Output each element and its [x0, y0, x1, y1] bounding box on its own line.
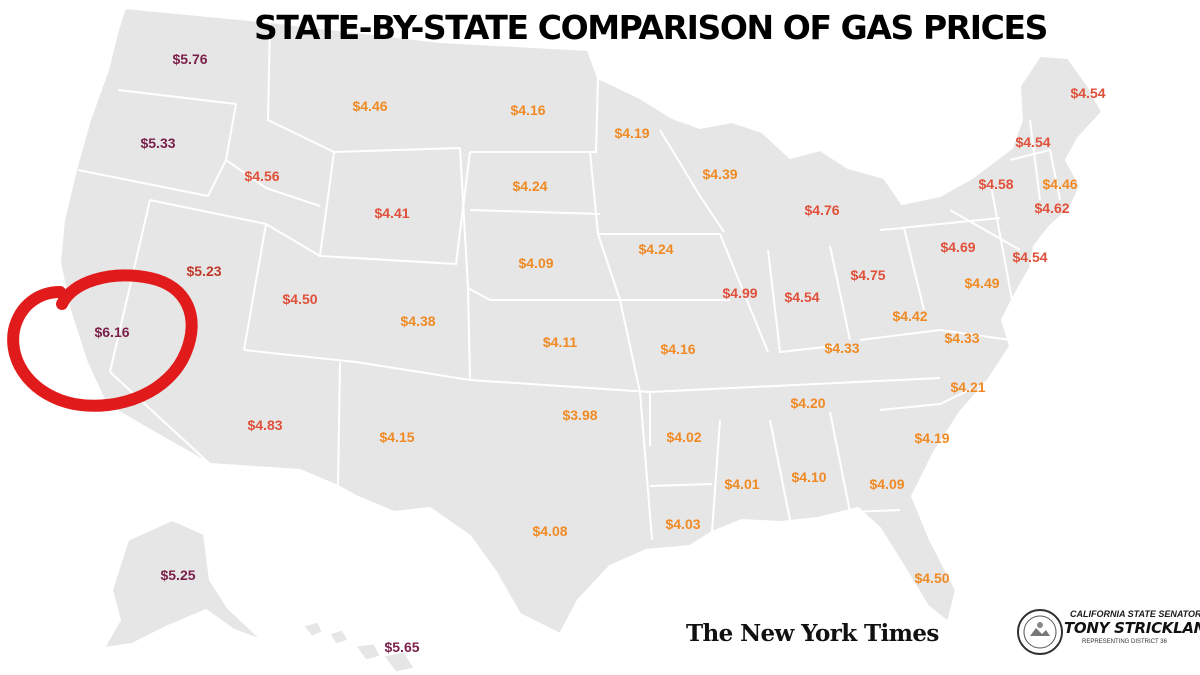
price-label-california: $6.16	[94, 324, 130, 340]
price-label-utah: $4.50	[282, 291, 318, 307]
price-label-arkansas: $4.02	[666, 429, 702, 445]
price-label-south-carolina: $4.19	[914, 430, 950, 446]
price-label-nebraska: $4.09	[518, 255, 554, 271]
price-label-texas: $4.08	[532, 523, 568, 539]
senator-badge: CALIFORNIA STATE SENATOR TONY STRICKLAND…	[1014, 608, 1200, 662]
senator-district: REPRESENTING DISTRICT 36	[1082, 639, 1167, 645]
price-label-iowa: $4.24	[638, 241, 674, 257]
price-label-hawaii: $5.65	[384, 639, 420, 655]
price-label-vermont: $4.58	[978, 176, 1014, 192]
price-label-massachusetts: $4.46	[1042, 176, 1078, 192]
price-label-mississippi: $4.01	[724, 476, 760, 492]
price-label-new-york: $4.54	[1015, 134, 1051, 150]
price-label-washington: $5.76	[172, 51, 208, 67]
price-label-north-carolina: $4.21	[950, 379, 986, 395]
price-label-north-dakota: $4.16	[510, 102, 546, 118]
contiguous-us-landmass	[58, 6, 1104, 636]
price-label-oklahoma: $3.98	[562, 407, 598, 423]
senator-title: CALIFORNIA STATE SENATOR	[1070, 609, 1200, 619]
price-label-colorado: $4.38	[400, 313, 436, 329]
price-label-pennsylvania: $4.69	[940, 239, 976, 255]
price-label-indiana: $4.54	[784, 289, 820, 305]
price-label-new-mexico: $4.15	[379, 429, 415, 445]
price-label-arizona: $4.83	[247, 417, 283, 433]
price-label-oregon: $5.33	[140, 135, 176, 151]
price-label-ohio: $4.75	[850, 267, 886, 283]
price-label-new-jersey: $4.54	[1012, 249, 1048, 265]
state-borders	[77, 21, 1061, 541]
senator-name: TONY STRICKLAND	[1064, 619, 1200, 637]
hawaii-landmass	[303, 621, 415, 673]
price-label-west-virginia: $4.42	[892, 308, 928, 324]
price-label-louisiana: $4.03	[665, 516, 701, 532]
alaska-landmass	[102, 518, 263, 650]
california-senate-seal-icon	[1017, 609, 1063, 655]
price-label-kansas: $4.11	[542, 334, 578, 350]
highlight-circle	[7, 269, 198, 412]
price-label-kentucky: $4.33	[824, 340, 860, 356]
price-label-tennessee: $4.20	[790, 395, 826, 411]
source-credit: The New York Times	[686, 620, 939, 647]
price-label-new-hampshire: $4.54	[1070, 85, 1106, 101]
price-label-connecticut: $4.62	[1034, 200, 1070, 216]
price-label-wyoming: $4.41	[374, 205, 410, 221]
price-label-wisconsin: $4.39	[702, 166, 738, 182]
price-label-missouri: $4.16	[660, 341, 696, 357]
price-label-alabama: $4.10	[791, 469, 827, 485]
price-label-south-dakota: $4.24	[512, 178, 548, 194]
price-label-idaho: $4.56	[244, 168, 280, 184]
price-label-montana: $4.46	[352, 98, 388, 114]
price-label-georgia: $4.09	[869, 476, 905, 492]
price-label-nevada: $5.23	[186, 263, 222, 279]
price-label-florida: $4.50	[914, 570, 950, 586]
price-label-michigan: $4.76	[804, 202, 840, 218]
price-label-illinois: $4.99	[722, 285, 758, 301]
price-label-maryland: $4.49	[964, 275, 1000, 291]
price-label-virginia: $4.33	[944, 330, 980, 346]
price-label-minnesota: $4.19	[614, 125, 650, 141]
page-title: STATE-BY-STATE COMPARISON OF GAS PRICES	[254, 8, 1048, 47]
price-label-alaska: $5.25	[160, 567, 196, 583]
